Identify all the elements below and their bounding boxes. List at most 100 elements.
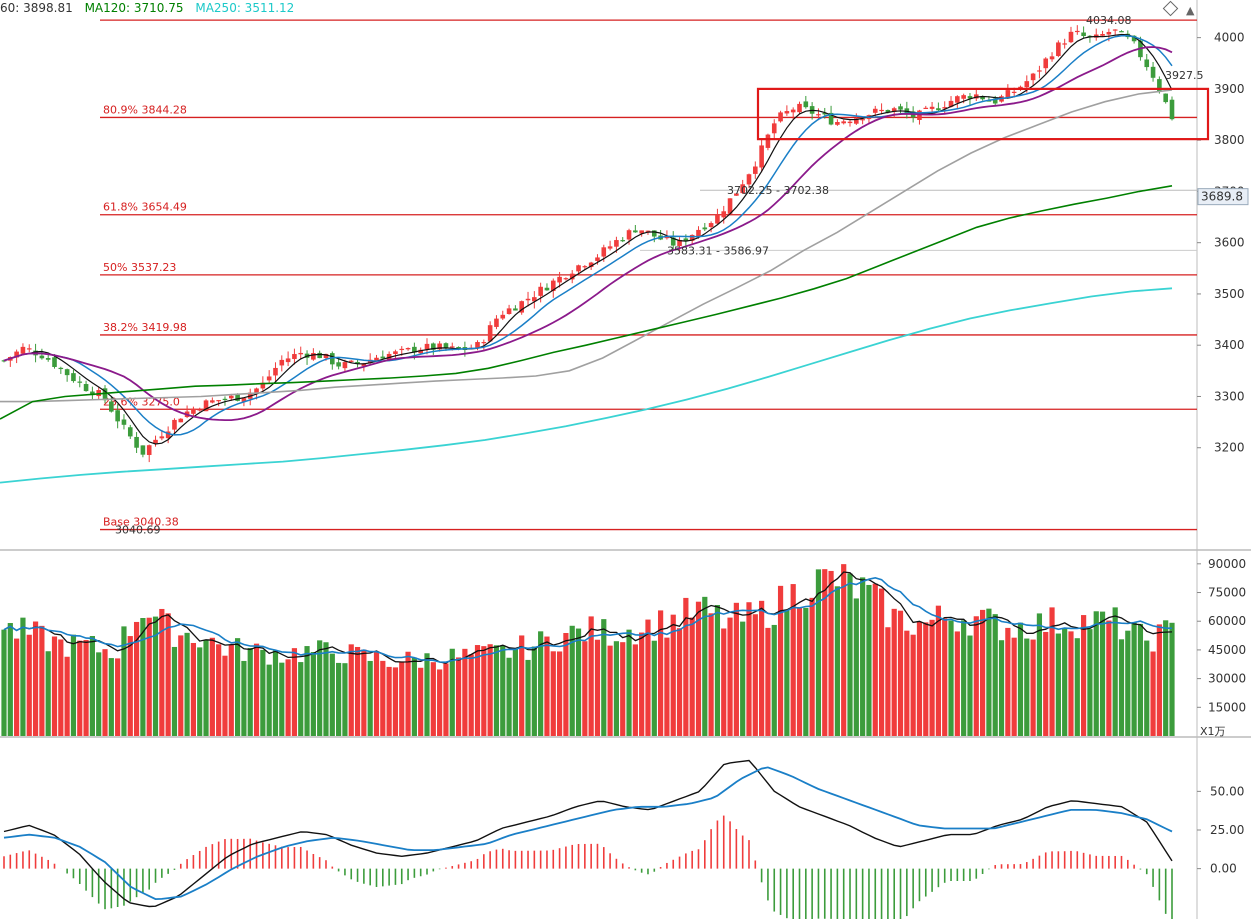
volume-bar [411,657,417,736]
volume-bar [841,564,847,736]
volume-bar [556,651,563,736]
candle-body [1163,93,1168,103]
candle-body [1049,56,1055,60]
volume-bar [607,645,613,736]
ma5-line [3,33,1173,445]
candle-body [323,353,329,359]
volume-bar [291,648,298,736]
candle-body [14,351,19,358]
volume-bar [487,644,493,736]
volume-bar [998,640,1005,736]
volume-bar [550,651,556,736]
volume-bar [809,597,815,736]
price-annotation: 3583.31 - 3586.97 [667,244,769,257]
candle-body [292,354,297,359]
volume-tick-label: 30000 [1208,672,1246,686]
volume-bar [979,609,986,736]
candle-body [71,373,76,382]
volume-bar [796,607,803,736]
ma120-line [0,185,1173,420]
volume-bar [1049,607,1055,736]
volume-bar [670,614,676,736]
candle-body [816,114,821,116]
volume-bar [651,640,657,736]
fib-level-label: 61.8% 3654.49 [103,201,187,214]
volume-bar [1099,611,1106,736]
candle-body [140,445,146,455]
volume-bar [468,654,474,736]
volume-ma5-line [3,571,1173,664]
volume-bar [538,631,544,736]
candle-body [513,308,518,311]
volume-bar [531,646,537,736]
candle-body [20,346,26,354]
candle-body [317,352,322,359]
volume-bar [354,646,361,736]
candle-body [1068,31,1074,43]
candle-body [153,439,158,444]
ma10-line [3,34,1173,436]
price-tick-label: 3200 [1214,441,1245,455]
volume-bar [20,617,26,736]
price-tick-label: 3300 [1214,389,1245,403]
candle-body [83,384,89,392]
candle-body [399,348,405,351]
price-tick-label: 3400 [1214,338,1245,352]
candle-body [412,346,417,353]
candle-body [210,400,215,403]
volume-bar [803,607,809,736]
candle-body [1169,99,1175,120]
candle-body [26,348,32,350]
price-tick-label: 3900 [1214,82,1245,96]
candle-body [203,400,209,412]
volume-bar [512,649,518,736]
volume-bar [1055,633,1061,736]
volume-bar [89,636,95,736]
volume-bar [588,616,594,736]
candle-body [595,257,600,261]
volume-bar [481,646,487,736]
candle-body [241,398,247,402]
candle-body [967,96,973,99]
candle-body [405,347,411,350]
candle-body [532,297,537,302]
volume-unit-label: X1万 [1200,725,1226,738]
candle-body [822,112,828,115]
candle-body [266,376,272,381]
candle-body [633,230,638,233]
candle-body [456,347,461,350]
candle-body [285,358,291,363]
candle-body [494,318,499,327]
candle-body [948,100,954,107]
candle-body [651,230,657,237]
candle-body [235,393,240,401]
volume-bar [689,617,695,736]
volume-tick-label: 75000 [1208,586,1246,600]
candle-body [538,286,543,296]
volume-bar [1068,631,1074,736]
volume-bar [405,651,411,736]
candle-body [879,109,884,112]
ma120-legend: MA120: 3710.75 [84,1,184,15]
volume-bar [506,657,512,736]
volume-bar [1112,607,1118,736]
volume-bar [695,601,702,736]
scroll-up-icon[interactable]: ▲ [1186,4,1195,17]
volume-bar [639,632,645,736]
volume-bar [866,584,872,736]
candle-body [330,353,335,365]
volume-bar [1062,628,1068,736]
highlight-box [756,87,1210,141]
candle-body [311,353,316,360]
volume-bar [45,651,51,736]
volume-bar [1030,639,1036,736]
ma20-line [3,46,1173,422]
volume-bar [39,625,45,736]
candle-body [620,240,626,242]
candle-body [576,265,581,272]
candle-body [134,436,139,448]
ma250-legend: MA250: 3511.12 [195,1,295,15]
volume-bar [133,621,140,736]
